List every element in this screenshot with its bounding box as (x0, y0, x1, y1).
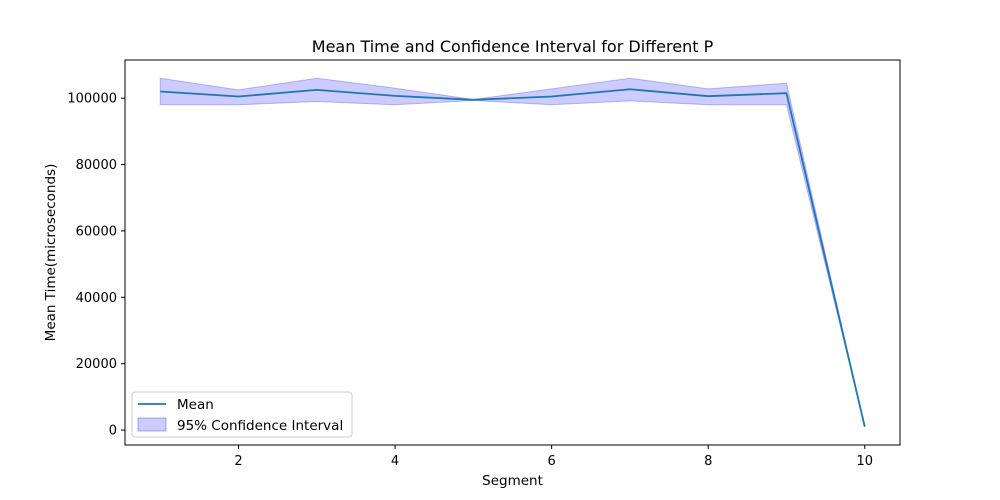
x-tick-label: 4 (391, 454, 399, 469)
y-tick-label: 60000 (76, 224, 117, 239)
x-axis: 2 4 6 8 10 (234, 445, 873, 469)
x-tick-label: 2 (234, 454, 242, 469)
plot-frame (124, 59, 901, 446)
confidence-band-layer (159, 77, 866, 427)
mean-line-layer (160, 88, 866, 427)
y-tick-label: 80000 (76, 158, 117, 173)
y-axis: 0 20000 40000 60000 80000 100000 (67, 92, 125, 439)
confidence-band (159, 77, 866, 427)
chart-title: Mean Time and Confidence Interval for Di… (312, 37, 714, 56)
legend-mean-label: Mean (177, 397, 214, 413)
y-tick-label: 20000 (76, 357, 117, 372)
legend-box (131, 391, 353, 438)
legend-confidence-swatch (137, 417, 167, 432)
legend-confidence-label: 95% Confidence Interval (177, 418, 343, 434)
x-tick-label: 8 (704, 454, 712, 469)
y-tick-label: 40000 (76, 291, 117, 306)
mean-line (160, 88, 866, 427)
x-tick-label: 10 (856, 454, 873, 469)
x-tick-label: 6 (548, 454, 556, 469)
x-axis-label: Segment (482, 473, 543, 489)
y-axis-label: Mean Time(microseconds) (43, 164, 59, 342)
y-tick-label: 100000 (67, 92, 117, 107)
y-tick-label: 0 (109, 424, 117, 439)
legend: Mean 95% Confidence Interval (131, 391, 353, 438)
